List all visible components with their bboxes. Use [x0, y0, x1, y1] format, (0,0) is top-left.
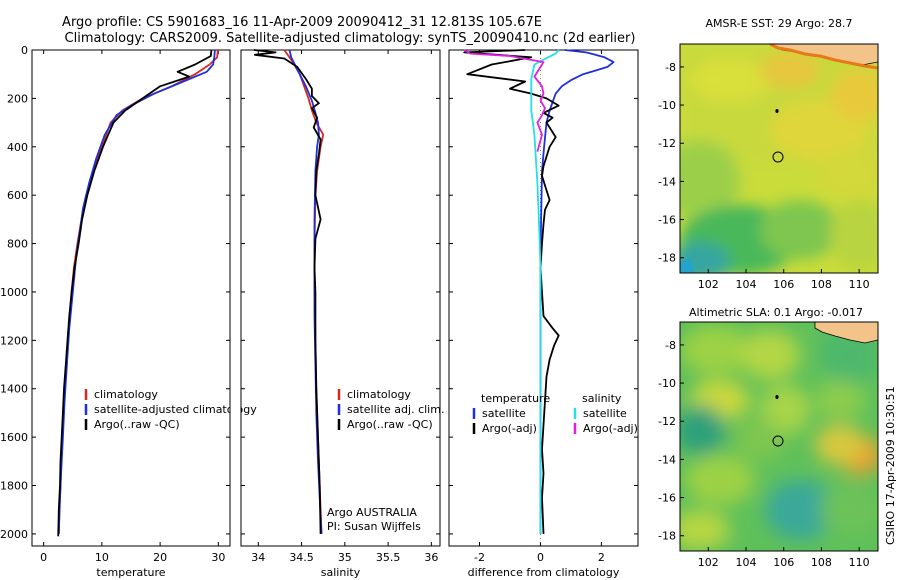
map-y-tick-label: -16: [658, 492, 676, 505]
map-x-tick-label: 108: [811, 278, 832, 291]
salinity-chart: 34 34.5 35 35.5 36 salinity climatology satelli…: [241, 49, 444, 579]
map-y-tick-label: -16: [658, 214, 676, 227]
map-y-tick-label: -14: [658, 175, 676, 188]
map-y-tick-label: -18: [658, 252, 676, 265]
side-timestamp: CSIRO 17-Apr-2009 10:30:51: [884, 386, 897, 545]
temperature-panel-frame: [31, 49, 231, 547]
panel-annotation: PI: Susan Wijffels: [327, 520, 421, 533]
x-tick-label: -2: [474, 551, 485, 564]
x-axis-label: salinity: [321, 566, 361, 579]
x-tick-label: 20: [153, 551, 167, 564]
legend-label: climatology: [94, 388, 158, 401]
y-tick-label: 800: [7, 238, 28, 251]
y-tick-label: 1000: [0, 286, 28, 299]
y-tick-label: 1400: [0, 383, 28, 396]
x-tick-label: 30: [211, 551, 225, 564]
y-tick-label: 400: [7, 141, 28, 154]
map-x-tick-label: 106: [773, 556, 794, 569]
map-y-tick-label: -12: [658, 137, 676, 150]
map-y-tick-label: -8: [665, 61, 676, 74]
series-line-argo-adj-: [463, 49, 560, 534]
map-y-tick-label: -10: [658, 99, 676, 112]
legend-label: satellite-adjusted climatology: [94, 403, 257, 416]
x-tick-label: 34.5: [289, 551, 314, 564]
map-x-tick-label: 102: [698, 278, 719, 291]
map-y-tick-label: -18: [658, 530, 676, 543]
sst-map-title: AMSR-E SST: 29 Argo: 28.7: [705, 17, 852, 30]
sla-argo-position-marker: [772, 435, 784, 447]
legend-label: Argo(-adj): [583, 422, 638, 435]
legend-label: satellite adj. clim.: [347, 403, 444, 416]
series-line-argo-raw-qc-: [253, 49, 322, 534]
x-tick-label: 0: [40, 551, 47, 564]
y-tick-label: 600: [7, 189, 28, 202]
legend-title-salinity: salinity: [582, 392, 622, 405]
header-title-line1: Argo profile: CS 5901683_16 11-Apr-2009 …: [62, 15, 542, 30]
series-line-satellite: [539, 49, 615, 534]
difference-panel-frame: [448, 49, 639, 547]
x-tick-label: 34: [251, 551, 265, 564]
sla-island-marker: [775, 395, 779, 399]
y-tick-label: 0: [21, 44, 28, 57]
map-y-tick-label: -10: [658, 377, 676, 390]
x-tick-label: 36: [424, 551, 438, 564]
map-y-tick-label: -12: [658, 415, 676, 428]
map-y-tick-label: -8: [665, 339, 676, 352]
header-title-line2: Climatology: CARS2009. Satellite-adjuste…: [65, 31, 636, 46]
map-x-tick-label: 110: [849, 278, 870, 291]
x-tick-label: 2: [598, 551, 605, 564]
legend-label: satellite: [583, 407, 627, 420]
series-line-satellite-salinity: [530, 49, 560, 534]
series-line-satellite-adjusted-climatology: [57, 49, 216, 534]
map-x-tick-label: 104: [736, 278, 757, 291]
x-tick-label: 35.5: [376, 551, 401, 564]
legend-label: Argo(..raw -QC): [94, 418, 180, 431]
series-line-argo-adj-salinity: [463, 49, 546, 152]
legend-label: satellite: [482, 407, 526, 420]
y-tick-label: 1800: [0, 480, 28, 493]
y-tick-label: 2000: [0, 528, 28, 541]
sla-map: Altimetric SLA: 0.1 Argo: -0.017: [658, 306, 879, 569]
map-x-tick-label: 104: [736, 556, 757, 569]
y-tick-label: 1600: [0, 431, 28, 444]
x-axis-label: difference from climatology: [468, 566, 620, 579]
x-axis-label: temperature: [96, 566, 165, 579]
salinity-panel-frame: [240, 49, 441, 547]
legend-clip: [230, 385, 241, 435]
x-tick-label: 35: [338, 551, 352, 564]
legend-label: Argo(-adj): [482, 422, 537, 435]
panel-annotation: Argo AUSTRALIA: [327, 506, 417, 519]
legend-label: Argo(..raw -QC): [347, 418, 433, 431]
map-x-tick-label: 106: [773, 278, 794, 291]
map-x-tick-label: 102: [698, 556, 719, 569]
sst-map: AMSR-E SST: 29 Argo: 28.7 102 1: [658, 17, 879, 291]
sst-island-marker: [775, 109, 779, 113]
sla-map-title: Altimetric SLA: 0.1 Argo: -0.017: [689, 306, 863, 319]
temperature-chart: 0 10 20 30 0 200 400 600 800 1000 1200 1400 1600 1800…: [0, 44, 257, 579]
series-line-climatology: [57, 49, 219, 534]
sst-argo-position-marker: [772, 151, 784, 163]
map-y-tick-label: -14: [658, 453, 676, 466]
legend-label: climatology: [347, 388, 411, 401]
x-tick-label: 10: [95, 551, 109, 564]
x-tick-label: 0: [537, 551, 544, 564]
map-x-tick-label: 108: [811, 556, 832, 569]
y-tick-label: 200: [7, 92, 28, 105]
series-line-argo-raw-qc-: [57, 49, 213, 537]
difference-chart: -2 0 2 difference from climatology temperatu…: [449, 49, 638, 579]
legend-title-temperature: temperature: [481, 392, 550, 405]
map-x-tick-label: 110: [849, 556, 870, 569]
y-tick-label: 1200: [0, 334, 28, 347]
